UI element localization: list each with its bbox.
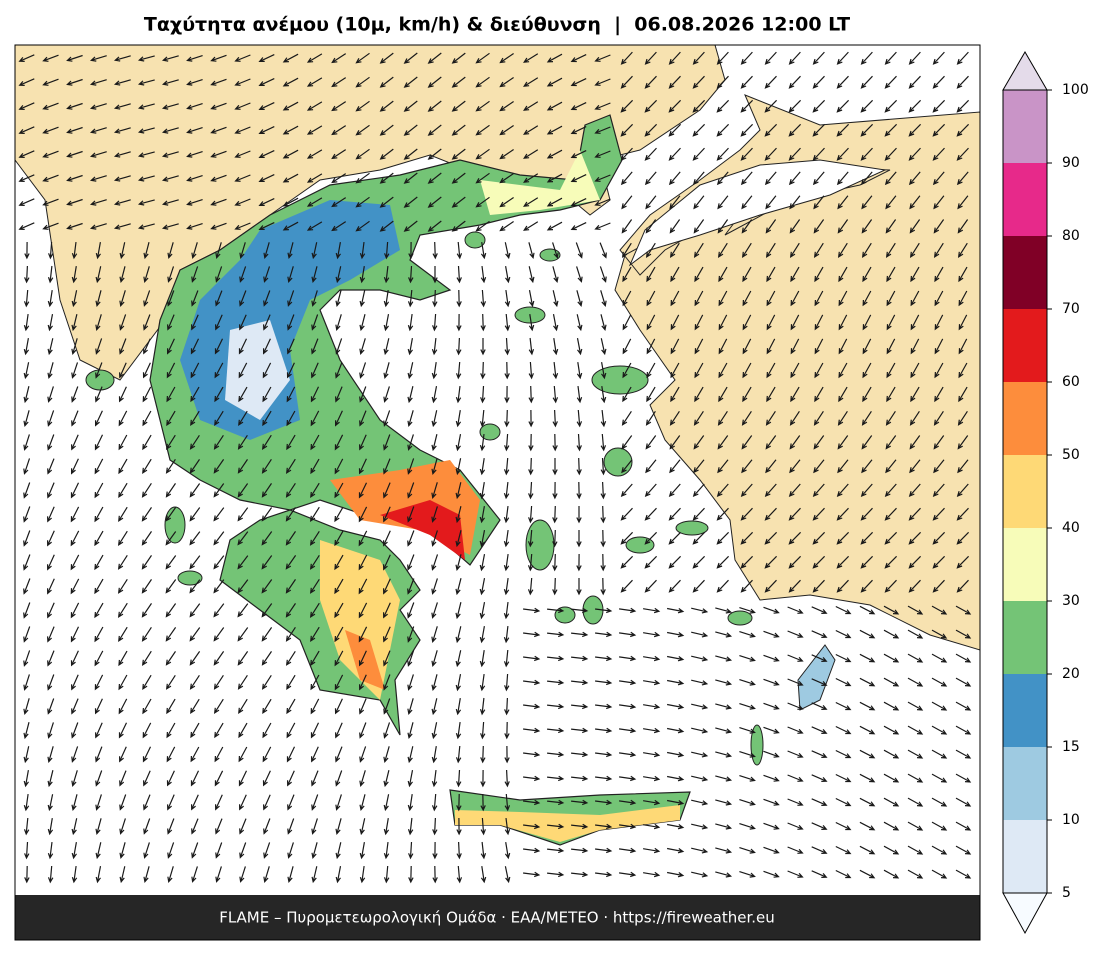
colorbar-segment [1003, 236, 1047, 309]
map-title: Ταχύτητα ανέμου (10μ, km/h) & διεύθυνση … [144, 14, 850, 36]
calm-area [225, 320, 290, 420]
colorbar-over [1002, 51, 1048, 91]
colorbar-tick-label: 10 [1062, 812, 1080, 828]
marmara-sea [628, 159, 887, 267]
colorbar-tick-label: 20 [1062, 666, 1080, 682]
colorbar-frame [1002, 89, 1048, 894]
map: FLAME – Πυρομετεωρολογική Ομάδα · ΕΑΑ/ME… [14, 44, 981, 941]
islands [85, 231, 764, 766]
moderate-wind-area [480, 150, 600, 215]
colorbar-tick-label: 100 [1062, 82, 1089, 98]
colorbar-tick-label: 50 [1062, 447, 1080, 463]
colorbar-segment [1003, 674, 1047, 747]
colorbar-segment [1003, 747, 1047, 820]
footer-bar [15, 895, 980, 940]
colorbar-segment [1003, 455, 1047, 528]
colorbar-tick-label: 15 [1062, 739, 1080, 755]
colorbar-segment [1003, 601, 1047, 674]
wind-arrows [18, 51, 972, 884]
map-frame [14, 44, 981, 941]
colorbar-under [1002, 892, 1048, 935]
colorbar-tick-label: 90 [1062, 155, 1080, 171]
crete-coast [455, 805, 680, 842]
colorbar-segment [1003, 163, 1047, 236]
colorbar-tick-label: 60 [1062, 374, 1080, 390]
colorbar-tick-label: 5 [1062, 885, 1071, 901]
colorbar-segment [1003, 820, 1047, 893]
colorbar-tick-label: 70 [1062, 301, 1080, 317]
land-balkans [14, 44, 726, 381]
strong-wind-area [345, 630, 385, 690]
colorbar-segment [1003, 528, 1047, 601]
colorbar-segment [1003, 309, 1047, 382]
colorbar-tick-label: 80 [1062, 228, 1080, 244]
footer-credit: FLAME – Πυρομετεωρολογική Ομάδα · ΕΑΑ/ME… [219, 909, 775, 927]
colorbar-segment [1003, 382, 1047, 455]
strong-wind-area [320, 540, 400, 700]
colorbar-tick-label: 30 [1062, 593, 1080, 609]
colorbar: 5 10 15 20 30 40 50 60 70 80 90 100 [1002, 51, 1089, 935]
colorbar-segment [1003, 90, 1047, 163]
colorbar-tick-label: 40 [1062, 520, 1080, 536]
very-strong-wind-area [380, 500, 465, 560]
